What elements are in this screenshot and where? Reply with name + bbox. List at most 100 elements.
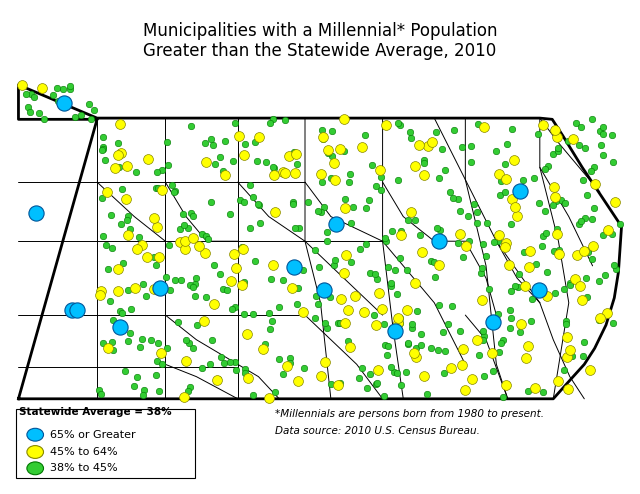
Point — [214, 270, 225, 278]
Point — [148, 253, 159, 261]
Point — [571, 120, 581, 127]
Point — [523, 342, 533, 350]
Point — [228, 250, 239, 258]
Point — [394, 254, 404, 262]
Point — [135, 343, 145, 351]
Point — [542, 268, 552, 276]
Point — [129, 284, 140, 291]
Point — [426, 344, 436, 352]
Point — [502, 140, 512, 148]
Point — [37, 84, 47, 92]
Point — [358, 307, 368, 315]
Point — [589, 180, 600, 188]
Point — [572, 251, 582, 259]
Point — [113, 287, 124, 295]
Point — [274, 355, 284, 363]
Point — [540, 165, 550, 173]
Point — [488, 367, 498, 374]
Point — [468, 200, 479, 208]
Point — [586, 366, 596, 374]
Point — [123, 212, 133, 220]
Point — [403, 216, 413, 224]
Point — [379, 392, 389, 400]
Point — [515, 187, 525, 195]
Point — [550, 193, 560, 201]
Point — [280, 116, 290, 124]
Point — [525, 317, 536, 325]
Point — [235, 196, 245, 204]
Point — [500, 188, 510, 196]
Point — [209, 161, 220, 168]
Point — [165, 287, 175, 294]
Point — [416, 341, 426, 349]
Point — [225, 209, 235, 217]
Point — [156, 349, 166, 357]
Point — [287, 284, 297, 292]
Point — [137, 335, 147, 343]
Point — [410, 279, 420, 287]
Point — [589, 205, 599, 212]
Point — [230, 359, 240, 367]
Point — [148, 285, 159, 293]
Point — [550, 125, 560, 133]
Point — [148, 214, 159, 222]
Point — [108, 346, 118, 354]
Polygon shape — [19, 85, 621, 399]
Point — [180, 246, 190, 253]
Point — [513, 283, 524, 291]
Point — [154, 253, 164, 261]
Point — [537, 242, 547, 250]
Point — [123, 337, 133, 345]
Point — [122, 216, 132, 224]
Point — [411, 344, 421, 352]
Text: Greater than the Statewide Average, 2010: Greater than the Statewide Average, 2010 — [143, 42, 497, 60]
Point — [237, 243, 247, 250]
Point — [151, 261, 161, 269]
Point — [383, 342, 394, 350]
Point — [534, 287, 544, 294]
Point — [203, 235, 213, 243]
Point — [538, 388, 548, 396]
Point — [31, 209, 41, 217]
Point — [300, 364, 310, 372]
Point — [374, 289, 385, 297]
Point — [208, 141, 218, 149]
Point — [524, 263, 534, 271]
Point — [65, 82, 75, 90]
Point — [560, 199, 570, 207]
Point — [114, 163, 124, 171]
Point — [514, 270, 524, 278]
Point — [176, 277, 186, 285]
Point — [333, 319, 343, 327]
Point — [123, 231, 133, 239]
Point — [525, 247, 535, 254]
Point — [175, 225, 186, 233]
Point — [506, 288, 516, 295]
Point — [452, 239, 463, 247]
Point — [117, 309, 127, 317]
Point — [336, 295, 346, 303]
Point — [177, 209, 188, 217]
Point — [372, 379, 383, 387]
Point — [284, 152, 294, 160]
Point — [52, 97, 63, 105]
Point — [521, 354, 531, 362]
Point — [17, 81, 27, 89]
Point — [578, 176, 588, 184]
Point — [253, 200, 263, 207]
Point — [447, 301, 457, 309]
Point — [95, 291, 105, 299]
Point — [287, 198, 298, 206]
Point — [405, 208, 415, 216]
Point — [99, 339, 109, 347]
Point — [268, 164, 278, 171]
Point — [348, 203, 358, 211]
Point — [268, 115, 278, 123]
Point — [328, 261, 339, 269]
Point — [248, 193, 258, 201]
Point — [291, 151, 301, 159]
Point — [151, 184, 161, 192]
Point — [265, 119, 275, 127]
Point — [131, 168, 141, 176]
Point — [290, 224, 300, 232]
